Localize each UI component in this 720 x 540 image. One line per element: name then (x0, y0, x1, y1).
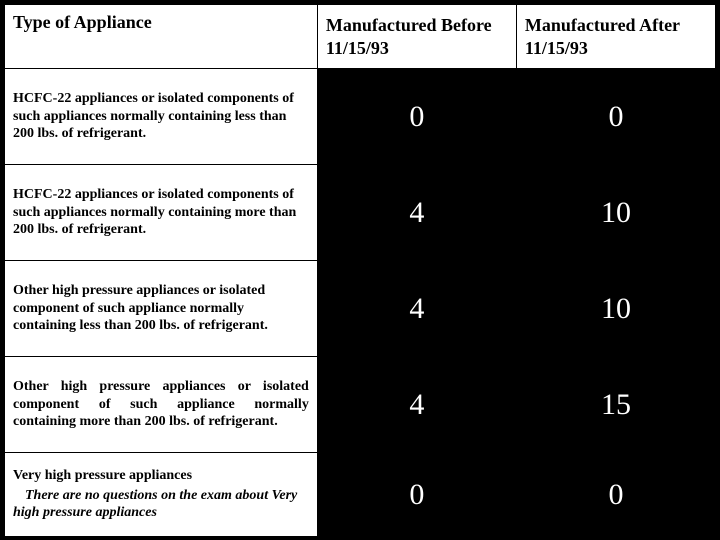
cell-appliance: HCFC-22 appliances or isolated component… (5, 165, 318, 261)
cell-appliance: HCFC-22 appliances or isolated component… (5, 69, 318, 165)
table-row: HCFC-22 appliances or isolated component… (5, 69, 716, 165)
cell-before: 4 (317, 165, 516, 261)
table-row: Very high pressure appliances There are … (5, 453, 716, 537)
cell-appliance-main: Very high pressure appliances (13, 468, 192, 483)
cell-after: 0 (516, 453, 715, 537)
col-header-after: Manufactured After 11/15/93 (516, 5, 715, 69)
table-row: Other high pressure appliances or isolat… (5, 261, 716, 357)
cell-appliance: Other high pressure appliances or isolat… (5, 357, 318, 453)
cell-after: 15 (516, 357, 715, 453)
table-row: Other high pressure appliances or isolat… (5, 357, 716, 453)
table-header-row: Type of Appliance Manufactured Before 11… (5, 5, 716, 69)
cell-after: 10 (516, 261, 715, 357)
cell-appliance-note: There are no questions on the exam about… (13, 487, 309, 522)
cell-after: 10 (516, 165, 715, 261)
table-row: HCFC-22 appliances or isolated component… (5, 165, 716, 261)
cell-before: 0 (317, 69, 516, 165)
cell-appliance: Very high pressure appliances There are … (5, 453, 318, 537)
col-header-appliance: Type of Appliance (5, 5, 318, 69)
appliance-table: Type of Appliance Manufactured Before 11… (4, 4, 716, 537)
cell-before: 4 (317, 261, 516, 357)
col-header-before: Manufactured Before 11/15/93 (317, 5, 516, 69)
cell-before: 0 (317, 453, 516, 537)
cell-before: 4 (317, 357, 516, 453)
cell-appliance: Other high pressure appliances or isolat… (5, 261, 318, 357)
cell-after: 0 (516, 69, 715, 165)
